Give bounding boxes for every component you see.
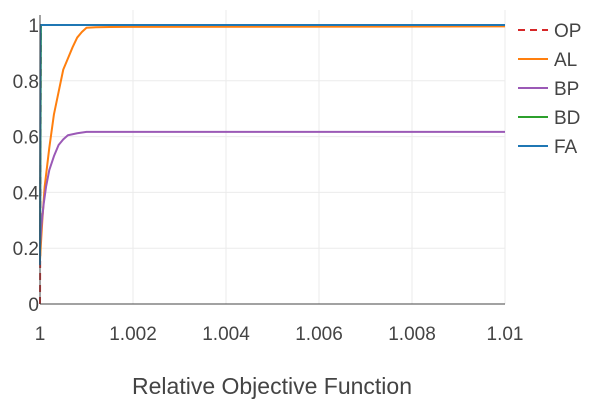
- legend-label: AL: [554, 50, 577, 71]
- x-tick-label: 1.006: [295, 324, 343, 345]
- x-axis-title: Relative Objective Function: [132, 373, 412, 399]
- x-tick-label: 1.01: [487, 324, 524, 345]
- legend-item-op[interactable]: OP: [518, 21, 581, 42]
- y-tick-label: 0.6: [13, 128, 39, 149]
- x-tick-label: 1: [35, 324, 46, 345]
- legend-item-bd[interactable]: BD: [518, 108, 580, 129]
- y-tick-label: 0.8: [13, 72, 39, 93]
- series-line-op: [39, 24, 505, 305]
- y-tick-label: 0.2: [13, 239, 39, 260]
- legend-label: OP: [554, 21, 581, 42]
- series-line-al: [39, 25, 506, 260]
- legend-item-al[interactable]: AL: [518, 50, 577, 71]
- legend-item-fa[interactable]: FA: [518, 137, 578, 158]
- series-line-bd: [39, 24, 505, 265]
- gridlines: [40, 10, 506, 304]
- y-tick-label: 1: [28, 16, 39, 37]
- x-tick-label: 1.008: [388, 324, 436, 345]
- legend-label: FA: [554, 137, 578, 158]
- y-tick-labels: 0 0.2 0.4 0.6 0.8 1: [13, 16, 40, 316]
- legend[interactable]: OP AL BP BD FA: [518, 21, 581, 158]
- x-tick-label: 1.002: [109, 324, 157, 345]
- axes: [39, 15, 505, 305]
- series-line-bp: [39, 130, 505, 249]
- legend-label: BD: [554, 108, 580, 129]
- series-line-fa: [39, 24, 505, 265]
- x-tick-label: 1.004: [202, 324, 250, 345]
- y-tick-label: 0.4: [13, 183, 40, 204]
- x-tick-labels: 1 1.002 1.004 1.006 1.008 1.01: [35, 324, 524, 345]
- legend-item-bp[interactable]: BP: [518, 79, 579, 100]
- y-tick-label: 0: [28, 295, 39, 316]
- legend-label: BP: [554, 79, 579, 100]
- plot-area: [39, 24, 506, 305]
